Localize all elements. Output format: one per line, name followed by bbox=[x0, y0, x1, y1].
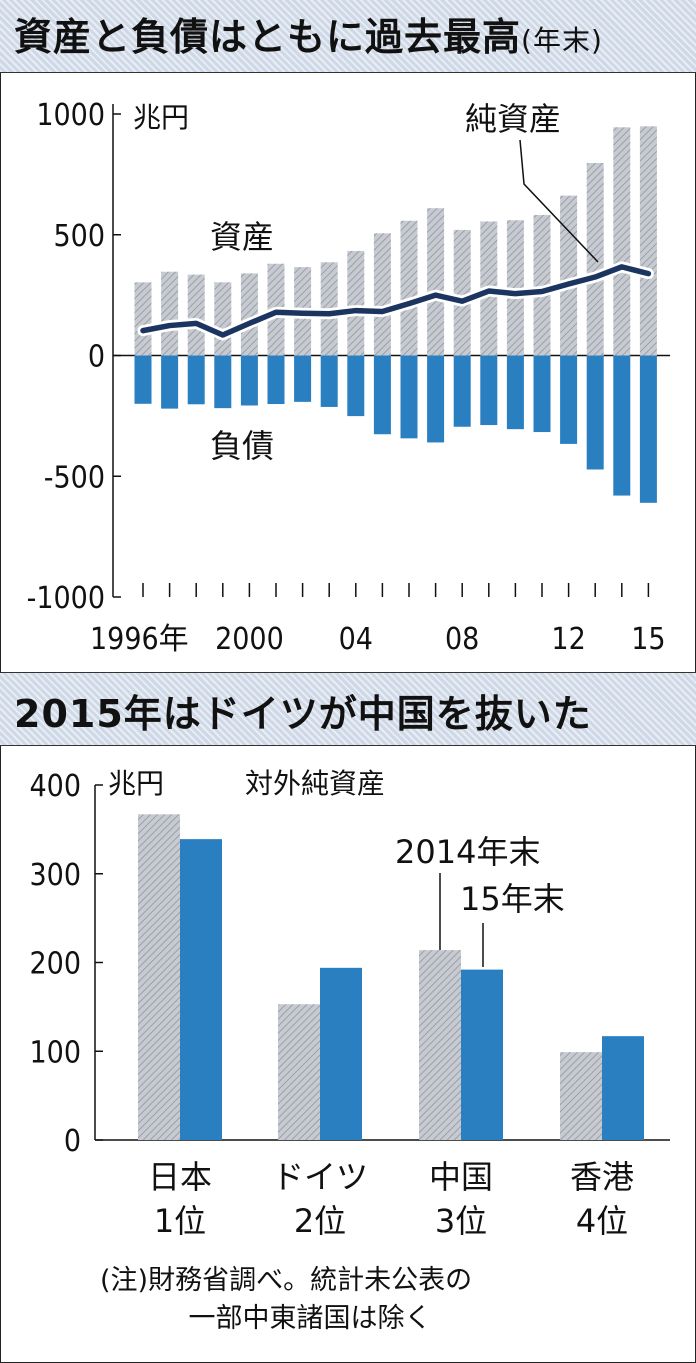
liabilities-bar bbox=[347, 355, 365, 417]
chart2-y-tick-label: 100 bbox=[29, 1035, 81, 1070]
chart1-x-tick-label: 04 bbox=[339, 622, 373, 657]
chart1-x-tick-label: 2000 bbox=[215, 622, 284, 657]
chart1-y-tick-label: 0 bbox=[88, 340, 105, 375]
liabilities-bar bbox=[533, 355, 551, 433]
assets-bar bbox=[560, 195, 578, 356]
rank-label: 1位 bbox=[154, 1202, 206, 1240]
assets-series-label: 資産 bbox=[210, 218, 274, 256]
assets-bar bbox=[427, 208, 445, 356]
bar-2015 bbox=[602, 1036, 644, 1140]
chart2-svg: 400 300 200 100 0 日本 1位 ドイツ 2位 中国 3位 香港 4位 兆円 対外純資産… bbox=[29, 767, 670, 1240]
source-note: (注)財務省調べ。統計未公表の 一部中東諸国は除く bbox=[100, 1262, 520, 1338]
chart1-y-tick-label: 500 bbox=[53, 219, 105, 254]
liabilities-bar bbox=[586, 355, 604, 470]
assets-bar bbox=[506, 220, 524, 356]
chart1-y-tick-label: -500 bbox=[44, 460, 105, 495]
liabilities-bar bbox=[453, 355, 471, 427]
chart1-x-tick-label: 15 bbox=[631, 622, 665, 657]
liabilities-bar bbox=[400, 355, 418, 439]
liabilities-bar bbox=[320, 355, 338, 407]
liabilities-bar bbox=[506, 355, 524, 430]
chart1-y-tick-label: -1000 bbox=[27, 581, 105, 616]
assets-bar bbox=[453, 229, 471, 356]
net-assets-callout-line bbox=[519, 139, 599, 263]
bar-2014 bbox=[419, 950, 461, 1140]
chart1-x-tick-label: 12 bbox=[551, 622, 585, 657]
liabilities-bar bbox=[294, 355, 312, 402]
assets-bar bbox=[161, 271, 179, 356]
assets-bar bbox=[639, 126, 657, 356]
rank-label: 3位 bbox=[435, 1202, 487, 1240]
liabilities-bar bbox=[427, 355, 445, 443]
bar-2015 bbox=[180, 839, 222, 1140]
chart1-unit-label: 兆円 bbox=[133, 101, 189, 134]
liabilities-bar bbox=[639, 355, 657, 503]
rank-label: 2位 bbox=[294, 1202, 346, 1240]
chart2-y-tick-label: 400 bbox=[29, 769, 81, 804]
bar-2015 bbox=[320, 967, 362, 1140]
chart2-unit-label: 兆円 bbox=[108, 767, 164, 800]
assets-bar bbox=[187, 274, 205, 356]
chart2-y-tick-label: 0 bbox=[64, 1124, 81, 1159]
category-label: 日本 bbox=[148, 1158, 212, 1196]
chart1-title-suffix: (年末) bbox=[521, 24, 603, 57]
liabilities-bar bbox=[187, 355, 205, 405]
legend-2014-label: 2014年末 bbox=[395, 833, 540, 871]
assets-bar bbox=[400, 220, 418, 356]
liabilities-bar bbox=[373, 355, 391, 435]
chart1-title: 資産と負債はともに過去最高(年末) bbox=[14, 15, 603, 59]
chart2-y-tick-label: 300 bbox=[29, 858, 81, 893]
liabilities-bar bbox=[267, 355, 285, 405]
liabilities-series-label: 負債 bbox=[210, 427, 274, 465]
chart2-y-tick-label: 200 bbox=[29, 947, 81, 982]
net-assets-series-label: 純資産 bbox=[465, 100, 561, 138]
category-label: ドイツ bbox=[272, 1158, 368, 1196]
bar-2014 bbox=[560, 1052, 602, 1140]
assets-bar bbox=[347, 250, 365, 356]
title-banner-2: 2015年はドイツが中国を抜いた bbox=[0, 672, 696, 746]
liabilities-bar bbox=[214, 355, 232, 409]
net-assets-line bbox=[140, 264, 652, 338]
liabilities-bar bbox=[613, 355, 631, 496]
liabilities-bar bbox=[240, 355, 258, 406]
assets-bar bbox=[240, 273, 258, 356]
bar-2014 bbox=[278, 1004, 320, 1140]
liabilities-bar bbox=[560, 355, 578, 444]
category-label: 香港 bbox=[570, 1158, 634, 1196]
legend-2015-label: 15年末 bbox=[460, 880, 565, 918]
chart2-title: 2015年はドイツが中国を抜いた bbox=[14, 692, 592, 736]
chart2-subtitle: 対外純資産 bbox=[245, 767, 385, 800]
assets-bar bbox=[373, 233, 391, 356]
chart1-x-tick-label: 08 bbox=[445, 622, 479, 657]
chart1-svg: 1000 500 0 -500 -1000 1996年 2000 04 08 12 15 兆円 資産… bbox=[27, 98, 670, 657]
assets-bar bbox=[533, 214, 551, 356]
liabilities-bar bbox=[161, 355, 179, 409]
assets-bar bbox=[134, 282, 152, 356]
category-label: 中国 bbox=[429, 1158, 493, 1196]
chart1-y-tick-label: 1000 bbox=[36, 98, 105, 133]
title-banner-1: 資産と負債はともに過去最高(年末) bbox=[0, 0, 696, 73]
note-line-2: 一部中東諸国は除く bbox=[188, 1303, 432, 1334]
chart1-x-tick-label: 1996年 bbox=[90, 622, 189, 657]
assets-bar bbox=[214, 282, 232, 356]
liabilities-bar bbox=[480, 355, 498, 426]
bar-2014 bbox=[138, 814, 180, 1140]
note-line-1: (注)財務省調べ。統計未公表の bbox=[100, 1265, 473, 1296]
bar-2015 bbox=[461, 969, 503, 1140]
assets-bar bbox=[613, 127, 631, 356]
liabilities-bar bbox=[134, 355, 152, 404]
rank-label: 4位 bbox=[576, 1202, 628, 1240]
